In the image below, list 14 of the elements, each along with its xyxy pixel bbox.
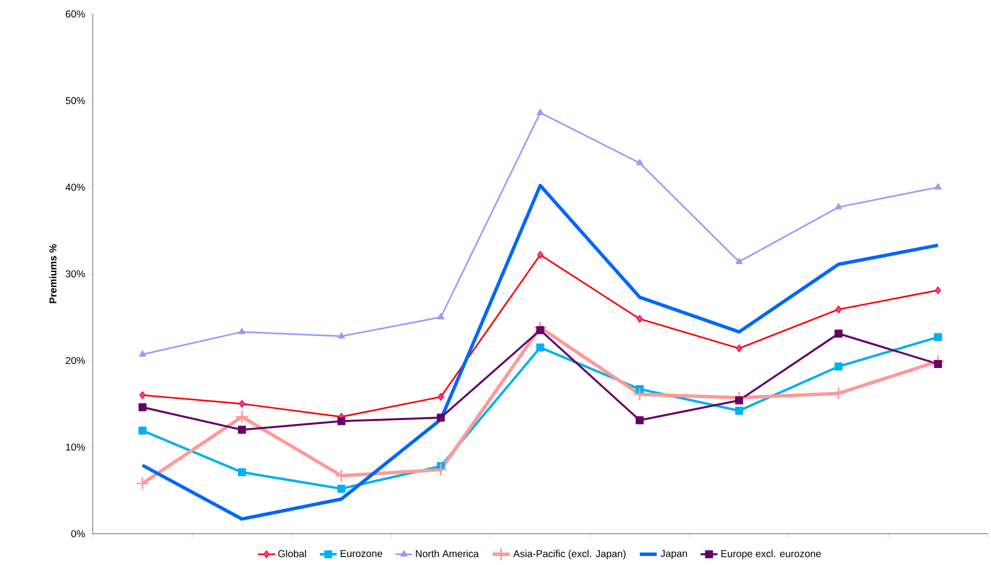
y-axis-title: Premiums % xyxy=(49,244,56,304)
y-tick-label: 60% xyxy=(66,10,85,18)
y-tick-label: 10% xyxy=(66,444,85,451)
y-tick-label: 50% xyxy=(66,97,85,104)
y-tick-label: 20% xyxy=(66,357,85,364)
y-tick-label: 0% xyxy=(71,530,85,538)
legend-label: Eurozone xyxy=(340,550,382,558)
y-tick-label: 40% xyxy=(66,184,85,191)
legend-label: Japan xyxy=(660,550,687,560)
legend-label: North America xyxy=(416,550,479,558)
y-tick-label: 30% xyxy=(66,270,85,278)
legend-label: Europe excl. eurozone xyxy=(721,550,821,560)
legend-label: Asia-Pacific (excl. Japan) xyxy=(513,550,626,560)
legend-label: Global xyxy=(278,550,306,558)
